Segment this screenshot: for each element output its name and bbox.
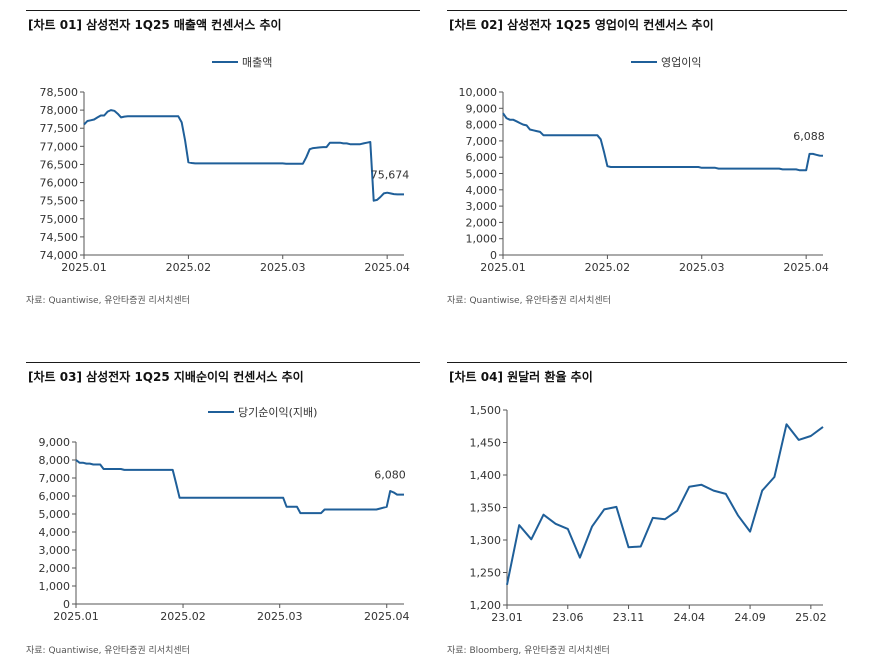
net-income-line-chart: 0 1,000 2,000 3,000 4,000 5,000 6,000 7,000 8,00… [39, 406, 410, 623]
y-tick-label: 76,000 [40, 177, 79, 190]
y-tick-label: 4,000 [466, 184, 498, 197]
x-tick-label: 2025.01 [480, 261, 526, 274]
y-tick-label: 7,000 [39, 472, 71, 485]
chart-title: [차트 02] 삼성전자 1Q25 영업이익 컨센서스 추이 [449, 18, 714, 32]
x-tick-label: 2025.04 [783, 261, 829, 274]
y-tick-label: 1,200 [470, 599, 502, 612]
x-tick-label: 2025.02 [585, 261, 631, 274]
y-tick-label: 1,000 [39, 580, 71, 593]
chart-panel-operating-profit: [차트 02] 삼성전자 1Q25 영업이익 컨센서스 추이 0 1,000 2,0… [447, 10, 847, 306]
legend-label: 당기순이익(지배) [238, 406, 317, 419]
last-value-label: 75,674 [371, 168, 410, 181]
y-tick-label: 6,000 [466, 151, 498, 164]
x-tick-label: 24.04 [674, 611, 706, 624]
x-tick-label: 2025.02 [166, 261, 212, 274]
chart-panel-net-income: [차트 03] 삼성전자 1Q25 지배순이익 컨센서스 추이 0 1,000 2,… [26, 362, 420, 656]
y-tick-label: 1,250 [470, 567, 502, 580]
y-tick-label: 3,000 [39, 544, 71, 557]
series-line [75, 459, 404, 515]
y-tick-label: 1,000 [466, 233, 498, 246]
last-value-label: 6,088 [793, 130, 825, 143]
y-tick-label: 9,000 [466, 102, 498, 115]
y-tick-label: 74,000 [40, 249, 79, 262]
x-tick-label: 23.11 [613, 611, 645, 624]
y-tick-label: 1,400 [470, 469, 502, 482]
y-tick-label: 0 [490, 249, 497, 262]
usdkrw-line-chart: 1,200 1,250 1,300 1,350 1,400 1,450 1,500 23.01… [470, 404, 827, 624]
panel-top-rule [447, 10, 847, 11]
y-tick-label: 76,500 [40, 158, 79, 171]
y-tick-label: 7,000 [466, 135, 498, 148]
x-tick-label: 2025.04 [364, 610, 410, 623]
y-tick-label: 8,000 [39, 454, 71, 467]
y-tick-label: 77,000 [40, 140, 79, 153]
operating-profit-line-chart: 0 1,000 2,000 3,000 4,000 5,000 6,000 7,000 8,00… [459, 56, 829, 274]
x-tick-label: 23.01 [491, 611, 523, 624]
chart-panel-revenue: [차트 01] 삼성전자 1Q25 매출액 컨센서스 추이 74,000 74,5… [26, 10, 420, 306]
x-tick-label: 2025.03 [260, 261, 306, 274]
x-tick-label: 24.09 [734, 611, 766, 624]
y-tick-label: 3,000 [466, 200, 498, 213]
chart-source: 자료: Bloomberg, 유안타증권 리서치센터 [447, 646, 610, 656]
y-tick-label: 1,500 [470, 404, 502, 417]
panel-top-rule [26, 362, 420, 363]
y-tick-label: 2,000 [39, 562, 71, 575]
panel-top-rule [26, 10, 420, 11]
panel-top-rule [447, 362, 847, 363]
y-tick-label: 77,500 [40, 122, 79, 135]
series-line [83, 109, 404, 202]
x-tick-label: 2025.03 [257, 610, 303, 623]
y-tick-label: 1,450 [470, 437, 502, 450]
y-tick-label: 4,000 [39, 526, 71, 539]
x-tick-label: 23.06 [552, 611, 584, 624]
chart-source: 자료: Quantiwise, 유안타증권 리서치센터 [26, 296, 190, 306]
chart-title: [차트 03] 삼성전자 1Q25 지배순이익 컨센서스 추이 [28, 370, 304, 384]
chart-title: [차트 04] 원달러 환율 추이 [449, 370, 593, 384]
y-tick-label: 5,000 [466, 168, 498, 181]
last-value-label: 6,080 [374, 469, 406, 482]
y-tick-label: 8,000 [466, 119, 498, 132]
x-tick-label: 2025.01 [53, 610, 99, 623]
y-tick-label: 6,000 [39, 490, 71, 503]
y-tick-label: 9,000 [39, 436, 71, 449]
y-tick-label: 75,000 [40, 213, 79, 226]
y-tick-label: 75,500 [40, 195, 79, 208]
y-tick-label: 0 [63, 598, 70, 611]
chart-panel-usdkrw: [차트 04] 원달러 환율 추이 1,200 1,250 1,300 1,350 1,… [447, 362, 847, 656]
y-tick-label: 1,350 [470, 502, 502, 515]
x-tick-label: 2025.01 [61, 261, 107, 274]
revenue-line-chart: 74,000 74,500 75,000 75,500 76,000 76,500 77,0… [40, 56, 410, 274]
series-line [506, 423, 824, 586]
x-tick-label: 2025.02 [160, 610, 206, 623]
x-tick-label: 25.02 [795, 611, 827, 624]
x-tick-label: 2025.04 [364, 261, 410, 274]
legend-label: 매출액 [242, 56, 272, 69]
y-tick-label: 2,000 [466, 216, 498, 229]
chart-source: 자료: Quantiwise, 유안타증권 리서치센터 [26, 646, 190, 656]
series-line [502, 112, 824, 172]
y-tick-label: 5,000 [39, 508, 71, 521]
chart-title: [차트 01] 삼성전자 1Q25 매출액 컨센서스 추이 [28, 18, 282, 32]
x-tick-label: 2025.03 [679, 261, 725, 274]
y-tick-label: 74,500 [40, 231, 79, 244]
y-tick-label: 78,500 [40, 86, 79, 99]
chart-source: 자료: Quantiwise, 유안타증권 리서치센터 [447, 296, 611, 306]
y-tick-label: 78,000 [40, 104, 79, 117]
y-tick-label: 10,000 [459, 86, 498, 99]
y-tick-label: 1,300 [470, 534, 502, 547]
legend-label: 영업이익 [661, 56, 701, 69]
